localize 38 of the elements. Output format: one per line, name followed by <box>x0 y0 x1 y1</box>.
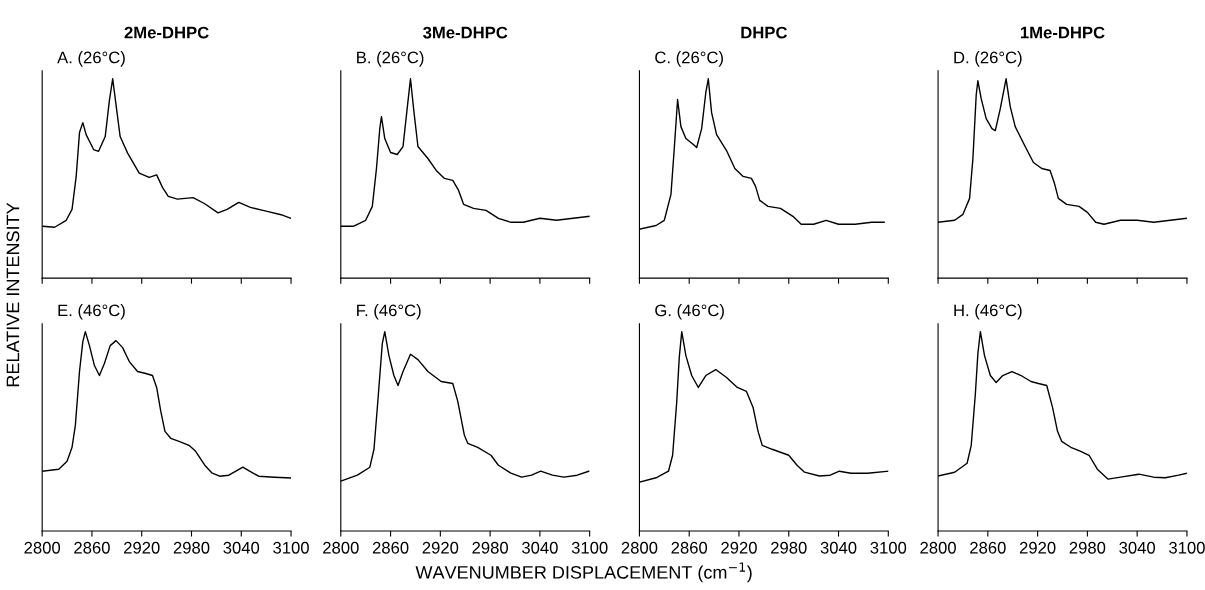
x-tick-label: 2860 <box>970 541 1006 554</box>
chart-title: F. (46°C) <box>357 304 421 320</box>
chart-title: E. (46°C) <box>58 304 125 320</box>
x-tick-label: 2860 <box>372 541 409 554</box>
chart-title: D. (26°C) <box>954 51 1022 67</box>
chart-title: H. (46°C) <box>954 304 1022 320</box>
x-tick-label: 2920 <box>721 541 757 554</box>
x-tick-label: 2980 <box>173 541 210 554</box>
y-axis-title: RELATIVE INTENSITY <box>6 202 20 387</box>
x-tick-label: 3040 <box>1119 541 1156 554</box>
x-tick-label: 2920 <box>422 541 459 554</box>
x-tick-label: 2800 <box>621 541 658 554</box>
x-tick-label: 2980 <box>1069 541 1106 554</box>
x-tick-label: 2920 <box>1019 541 1056 554</box>
x-tick-label: 2980 <box>771 541 807 554</box>
x-tick-label: 2980 <box>472 541 509 554</box>
chart-subtitle: 3Me-DHPC <box>423 26 508 39</box>
x-tick-label: 2800 <box>920 541 956 554</box>
x-tick-label: 3040 <box>223 541 260 554</box>
chart-subtitle: DHPC <box>741 26 788 39</box>
chart-title: B. (26°C) <box>357 51 424 67</box>
chart-title: G. (46°C) <box>655 304 724 320</box>
chart-subtitle: 1Me-DHPC <box>1020 26 1105 39</box>
x-tick-label: 3040 <box>521 541 558 554</box>
x-tick-label: 2800 <box>24 541 61 554</box>
x-tick-label: 2920 <box>124 541 160 554</box>
x-tick-label: 3100 <box>1169 541 1205 554</box>
x-tick-label: 3100 <box>571 541 608 554</box>
x-tick-label: 2860 <box>74 541 110 554</box>
x-tick-label: 3040 <box>820 541 857 554</box>
chart-title: C. (26°C) <box>655 51 723 67</box>
x-tick-label: 3100 <box>273 541 309 554</box>
x-tick-label: 2800 <box>323 541 359 554</box>
chart-subtitle: 2Me-DHPC <box>124 26 209 39</box>
x-axis-title: WAVENUMBER DISPLACEMENT (cm$^{−1}$) <box>415 562 752 583</box>
x-tick-label: 2860 <box>671 541 708 554</box>
x-tick-label: 3100 <box>870 541 907 554</box>
chart-title: A. (26°C) <box>57 51 125 67</box>
